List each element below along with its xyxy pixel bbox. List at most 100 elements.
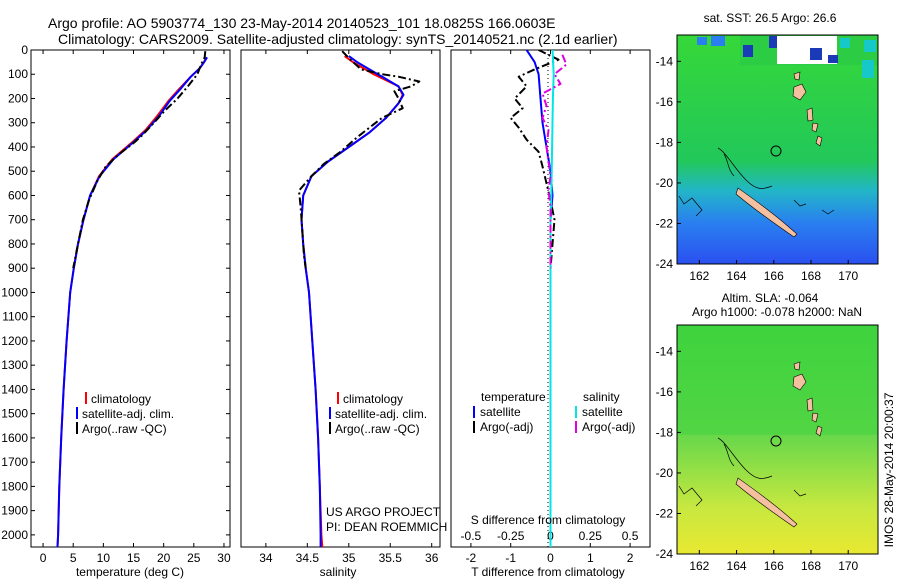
series-line-s-argo-adj- — [541, 54, 568, 269]
map-y-tick-label: -18 — [656, 135, 674, 149]
x-tick-label: -1 — [505, 551, 516, 565]
legend-satellite: satellite-adj. clim. — [82, 407, 174, 421]
salinity-legend: climatology satellite-adj. clim. Argo(..… — [329, 392, 427, 436]
vanuatu-island — [792, 373, 807, 391]
legend-satellite: satellite-adj. clim. — [335, 407, 427, 421]
salinity-lines — [298, 50, 421, 547]
depth-tick-label: 1000 — [1, 285, 28, 299]
legend-temperature-title: temperature — [481, 390, 546, 404]
x-tick-label: 34 — [259, 551, 273, 565]
legend-climatology: climatology — [91, 392, 151, 406]
sst-map-frame — [676, 34, 879, 265]
sla-map-frame — [676, 324, 879, 555]
depth-tick-label: 500 — [8, 164, 28, 178]
sst-noisy-top — [697, 35, 878, 78]
vanuatu-island — [811, 122, 819, 133]
depth-tick-label: 1900 — [1, 504, 28, 518]
header-line1: Argo profile: AO 5903774_130 23-May-2014… — [48, 15, 556, 31]
map-x-tick-label: 168 — [801, 559, 821, 573]
sla-map-ticks: 162 164 166 168 170 -14 -16 -18 -20 -22 -24 — [656, 344, 859, 573]
vanuatu-island — [811, 412, 819, 423]
x-tick-label: 35.5 — [379, 551, 403, 565]
map-y-tick-label: -14 — [656, 344, 674, 358]
depth-tick-label: 1400 — [1, 382, 28, 396]
difference-lines — [509, 50, 568, 547]
depth-tick-label: 400 — [8, 140, 28, 154]
salinity-x-ticks: 34 34.5 35 35.5 36 — [259, 50, 439, 565]
pi-credit: PI: DEAN ROEMMICH — [326, 520, 447, 534]
x-tick-label: 20 — [157, 551, 171, 565]
vanuatu-island — [806, 107, 814, 122]
temperature-lines — [56, 51, 208, 547]
difference-xlabel: T difference from climatology — [471, 565, 625, 579]
x-tick-label: 10 — [97, 551, 111, 565]
vanuatu-island — [792, 83, 807, 101]
x-tick-label: 35 — [342, 551, 356, 565]
salinity-axes-frame — [240, 49, 441, 548]
x-tick-label: 0 — [547, 551, 554, 565]
map-x-tick-label: 162 — [689, 559, 709, 573]
sla-map-title-line1: Altim. SLA: -0.064 — [722, 291, 819, 305]
map-x-tick-label: 168 — [801, 269, 821, 283]
map-x-tick-label: 170 — [838, 269, 858, 283]
legend-argo: Argo(..raw -QC) — [82, 422, 167, 436]
depth-tick-label: 800 — [8, 237, 28, 251]
salinity-difference-ticks: -0.5 -0.25 0 0.25 0.5 — [461, 529, 639, 543]
map-y-tick-label: -22 — [656, 216, 674, 230]
depth-tick-label: 100 — [8, 67, 28, 81]
s-difference-tick-label: 0.25 — [579, 529, 603, 543]
depth-tick-label: 1200 — [1, 334, 28, 348]
x-tick-label: 25 — [187, 551, 201, 565]
map-x-tick-label: 162 — [689, 269, 709, 283]
temperature-x-ticks: 0 5 10 15 20 25 30 — [40, 50, 231, 565]
s-difference-tick-label: -0.25 — [497, 529, 525, 543]
legend-climatology: climatology — [343, 392, 403, 406]
legend-s-satellite: satellite — [582, 405, 623, 419]
x-tick-label: 5 — [70, 551, 77, 565]
series-line-argo-raw-qc- — [72, 51, 207, 269]
x-tick-label: 36 — [425, 551, 439, 565]
x-tick-label: 15 — [127, 551, 141, 565]
sst-map-ticks: 162 164 166 168 170 -14 -16 -18 -20 -22 -24 — [656, 54, 859, 283]
difference-top-label: S difference from climatology — [471, 513, 626, 527]
new-caledonia-island — [735, 187, 798, 238]
x-tick-label: 34.5 — [296, 551, 320, 565]
x-tick-label: 0 — [40, 551, 47, 565]
argo-location-marker — [770, 145, 782, 157]
x-tick-label: 1 — [587, 551, 594, 565]
vanuatu-island — [793, 361, 801, 371]
vanuatu-island — [806, 397, 814, 412]
salinity-xlabel: salinity — [320, 565, 357, 579]
header-line2: Climatology: CARS2009. Satellite-adjuste… — [58, 31, 618, 47]
sst-contours — [678, 147, 835, 217]
map-y-tick-label: -16 — [656, 385, 674, 399]
sst-map: sat. SST: 26.5 Argo: 26.6 — [656, 11, 879, 283]
map-x-tick-label: 166 — [764, 269, 784, 283]
sla-islands — [735, 361, 823, 528]
sst-field — [677, 35, 878, 264]
map-x-tick-label: 164 — [727, 559, 747, 573]
legend-t-argo: Argo(-adj) — [480, 420, 533, 434]
map-x-tick-label: 166 — [764, 559, 784, 573]
s-difference-tick-label: -0.5 — [461, 529, 482, 543]
s-difference-tick-label: 0.5 — [622, 529, 639, 543]
depth-tick-label: 1100 — [2, 310, 28, 324]
series-line-t-argo-adj- — [509, 50, 560, 269]
map-y-tick-label: -24 — [656, 257, 674, 271]
difference-x-ticks: -2 -1 0 1 2 — [466, 50, 634, 565]
new-caledonia-island — [735, 477, 798, 528]
depth-tick-label: 2000 — [1, 528, 28, 542]
legend-argo: Argo(..raw -QC) — [335, 422, 420, 436]
vanuatu-island — [815, 425, 823, 437]
x-tick-label: 30 — [217, 551, 231, 565]
depth-tick-label: 300 — [8, 116, 28, 130]
map-y-tick-label: -22 — [656, 506, 674, 520]
temperature-legend: climatology satellite-adj. clim. Argo(..… — [76, 392, 174, 436]
legend-s-argo: Argo(-adj) — [582, 420, 635, 434]
depth-tick-label: 1300 — [1, 358, 28, 372]
series-line-argo-raw-qc- — [298, 50, 421, 269]
depth-tick-label: 600 — [8, 188, 28, 202]
map-y-tick-label: -20 — [656, 176, 674, 190]
legend-t-satellite: satellite — [480, 405, 521, 419]
sla-contours — [678, 437, 807, 507]
